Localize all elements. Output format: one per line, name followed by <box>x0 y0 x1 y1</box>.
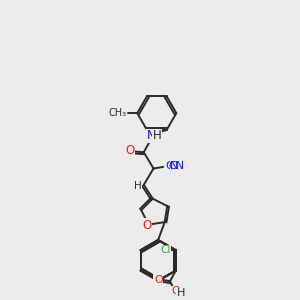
Text: H: H <box>153 129 161 142</box>
Text: H: H <box>134 181 141 190</box>
Text: O: O <box>126 144 135 157</box>
Text: Cl: Cl <box>160 245 170 255</box>
Text: O: O <box>142 219 152 232</box>
Text: N: N <box>170 161 178 171</box>
Text: O: O <box>154 274 163 284</box>
Text: O: O <box>172 286 181 296</box>
Text: H: H <box>177 288 185 298</box>
Text: N: N <box>147 129 155 142</box>
Text: CN: CN <box>168 161 184 171</box>
Text: C: C <box>165 161 173 171</box>
Text: CH₃: CH₃ <box>109 108 127 118</box>
